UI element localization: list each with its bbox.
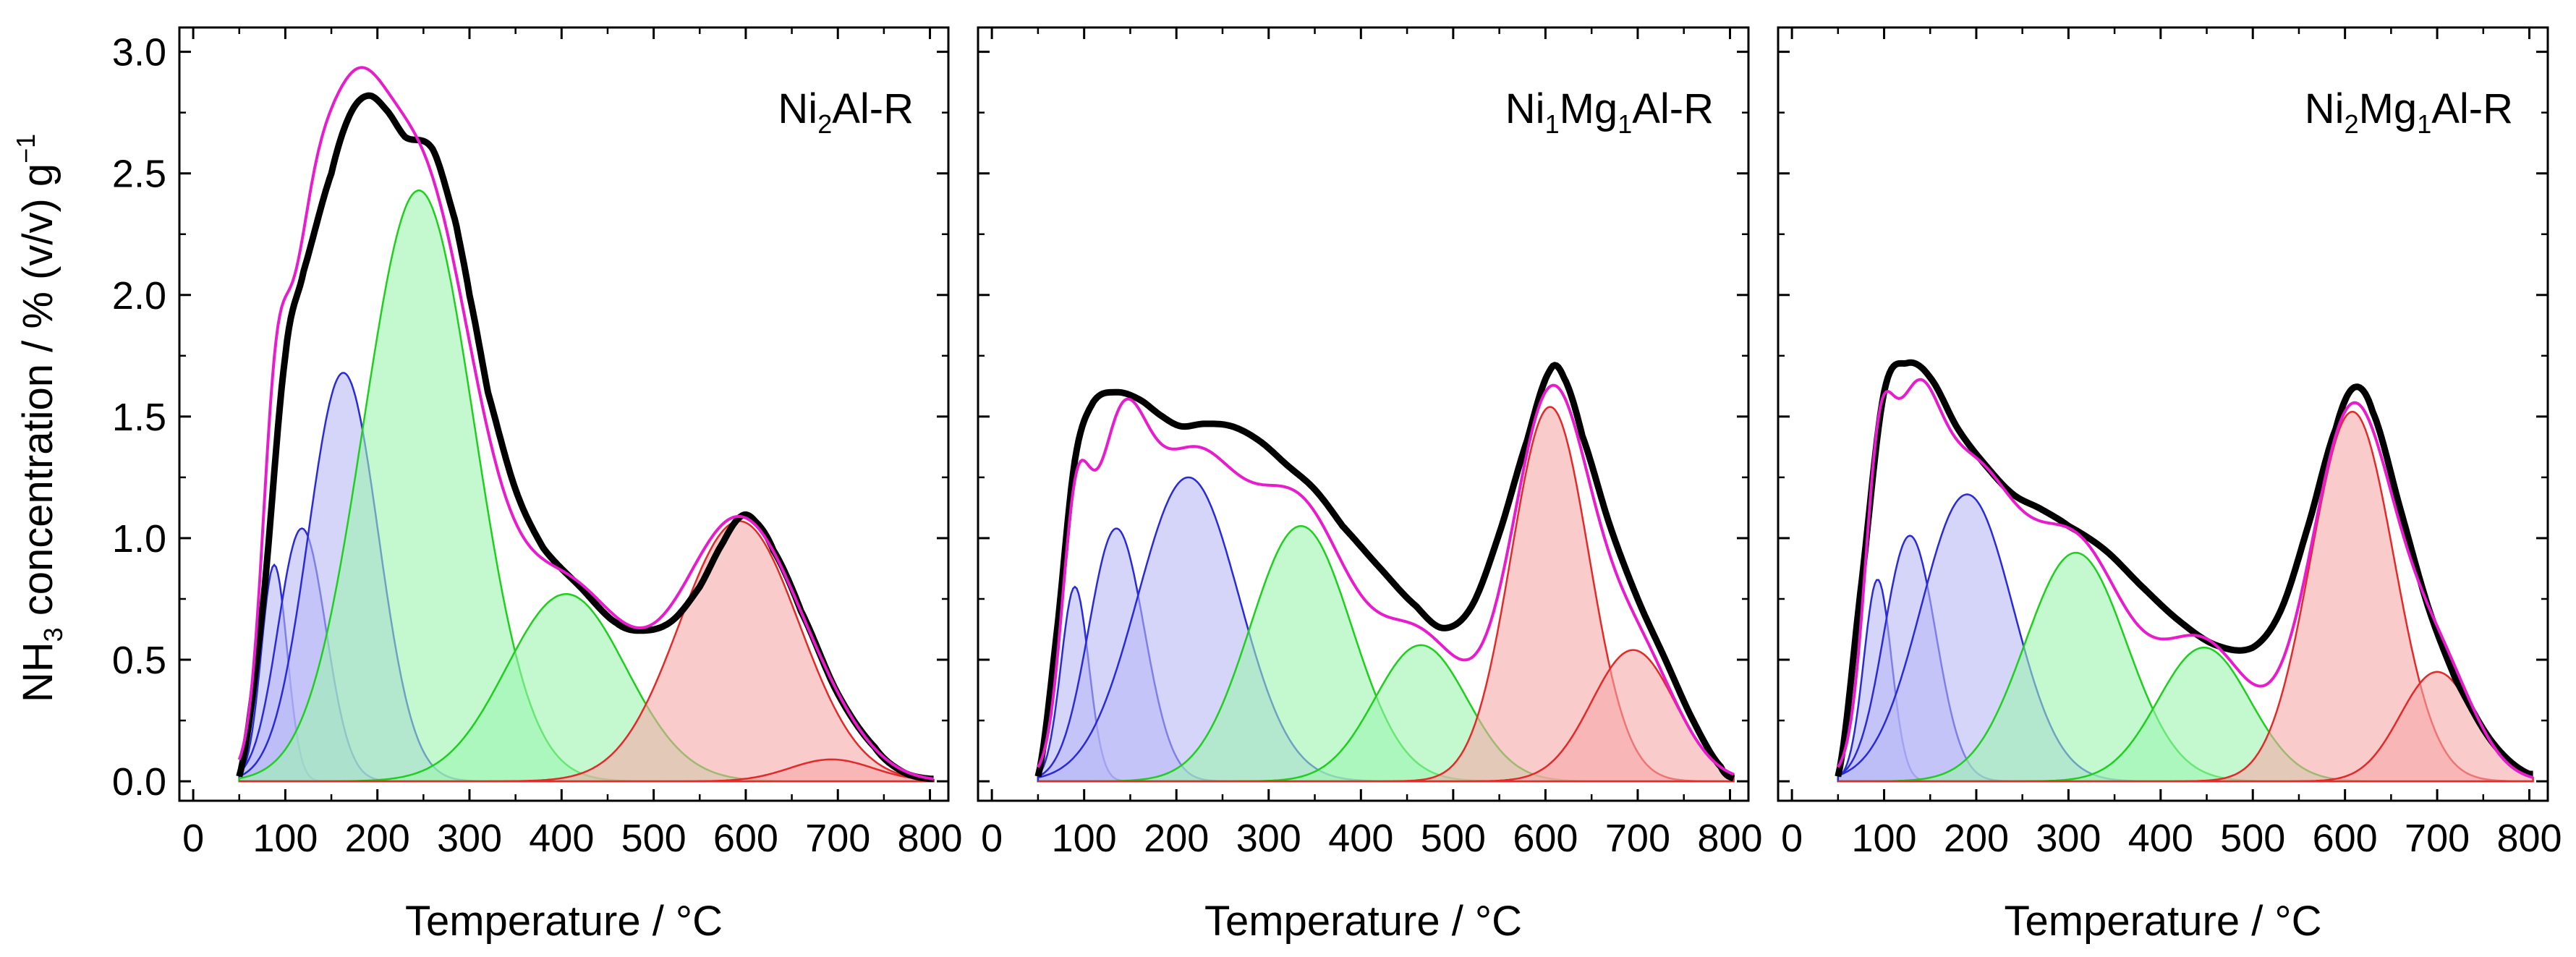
sample-label: Ni2Mg1Al-R bbox=[2305, 85, 2513, 139]
x-tick-label: 300 bbox=[1236, 817, 1301, 860]
plot-frame bbox=[178, 26, 950, 802]
x-axis-title: Temperature / °C bbox=[405, 898, 723, 945]
x-tick-label: 400 bbox=[2128, 817, 2193, 860]
x-tick-label: 100 bbox=[1052, 817, 1117, 860]
sample-label: Ni2Al-R bbox=[778, 85, 914, 139]
cumulative-fit-curve bbox=[237, 66, 934, 781]
red-peak-7 bbox=[239, 758, 935, 783]
measured-curve bbox=[1835, 359, 2535, 778]
x-tick-label: 200 bbox=[1944, 817, 2009, 860]
x-tick-label: 500 bbox=[1421, 817, 1486, 860]
red-peak-7 bbox=[1837, 671, 2534, 783]
y-tick-label: 1.0 bbox=[112, 517, 166, 561]
x-axis-title: Temperature / °C bbox=[1204, 898, 1522, 945]
y-tick-label: 1.5 bbox=[112, 396, 166, 439]
red-peak-7 bbox=[1037, 649, 1735, 783]
x-tick-label: 700 bbox=[805, 817, 870, 860]
x-tick-label: 800 bbox=[897, 817, 962, 860]
y-tick-label: 2.0 bbox=[112, 274, 166, 318]
x-tick-label: 700 bbox=[1605, 817, 1670, 860]
y-tick-label: 2.5 bbox=[112, 153, 166, 196]
y-axis-title: NH3 concentration / % (v/v) g−1 bbox=[11, 134, 68, 702]
x-tick-label: 200 bbox=[1144, 817, 1209, 860]
x-tick-label: 300 bbox=[2036, 817, 2101, 860]
x-tick-label: 600 bbox=[713, 817, 778, 860]
plot-frame bbox=[977, 26, 1750, 802]
plot-area bbox=[1034, 362, 1735, 783]
plot-frame bbox=[1777, 26, 2549, 802]
x-tick-label: 0 bbox=[1781, 817, 1803, 860]
x-tick-label: 100 bbox=[252, 817, 318, 860]
y-tick-label: 0.0 bbox=[112, 760, 166, 804]
panel-2: 0 100 200 300 400 500 600 700 800 Temperature / °… bbox=[977, 26, 1763, 945]
x-tick-label: 800 bbox=[1697, 817, 1762, 860]
panel-1: 0 100 200 300 400 500 600 700 800 0.0 0.5 1.0 1.5 2.0… bbox=[112, 26, 963, 945]
x-tick-label: 300 bbox=[437, 817, 502, 860]
x-tick-label: 100 bbox=[1851, 817, 1916, 860]
x-tick-label: 500 bbox=[2220, 817, 2285, 860]
x-axis-title: Temperature / °C bbox=[2004, 898, 2321, 945]
plot-area bbox=[236, 66, 935, 783]
panel-3: 0 100 200 300 400 500 600 700 800 Temperature / °… bbox=[1777, 26, 2562, 945]
x-tick-label: 800 bbox=[2496, 817, 2562, 860]
cumulative-fit-curve bbox=[1837, 378, 2534, 779]
x-tick-label: 500 bbox=[621, 817, 686, 860]
x-tick-label: 400 bbox=[1328, 817, 1393, 860]
x-tick-label: 0 bbox=[182, 817, 204, 860]
sample-label: Ni1Mg1Al-R bbox=[1505, 85, 1714, 139]
measured-curve bbox=[1034, 362, 1735, 782]
y-tick-label: 3.0 bbox=[112, 31, 166, 75]
y-tick-label: 0.5 bbox=[112, 639, 166, 682]
x-tick-label: 200 bbox=[345, 817, 410, 860]
x-tick-label: 400 bbox=[529, 817, 594, 860]
x-tick-label: 600 bbox=[2313, 817, 2378, 860]
x-tick-label: 600 bbox=[1513, 817, 1578, 860]
x-tick-label: 0 bbox=[981, 817, 1003, 860]
plot-area bbox=[1835, 359, 2535, 783]
x-tick-label: 700 bbox=[2405, 817, 2470, 860]
cumulative-fit-curve bbox=[1037, 383, 1735, 776]
